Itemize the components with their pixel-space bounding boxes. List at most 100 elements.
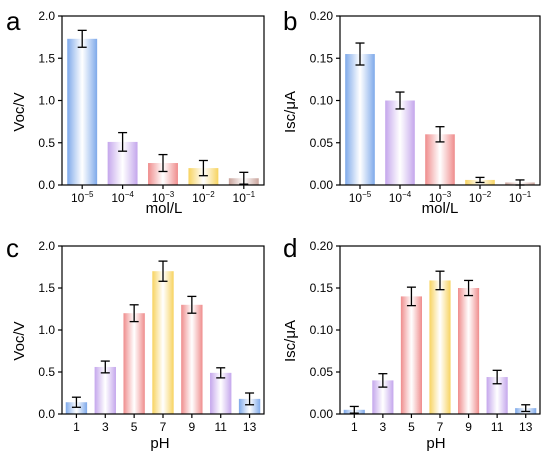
- panel-b-y-tick-label: 0.00: [310, 178, 334, 192]
- panel-c-x-tick-label: 9: [189, 420, 196, 434]
- panel-d-error-bar-4: [435, 270, 445, 291]
- panel-d: d Isc/μA pH 0.000.050.100.150.201 3 5 7 9 11 1…: [282, 233, 541, 452]
- panel-b-error-bar-4: [475, 176, 485, 184]
- panel-a-bar-4: [188, 168, 219, 185]
- panel-c-error-bar-3: [129, 304, 139, 323]
- panel-b-x-tick-label: 10−1: [509, 190, 532, 205]
- panel-a-error-bar-5: [239, 171, 249, 185]
- panel-b-bar-3: [425, 134, 455, 185]
- panel-c-bar-1: [65, 402, 88, 414]
- panel-c-bar-4: [152, 271, 174, 414]
- panel-c-x-tick-label: 1: [73, 420, 80, 434]
- panel-a-x-axis-label: mol/L: [146, 200, 183, 217]
- panel-c-error-bar-7: [245, 392, 255, 406]
- panel-b-error-bar-1: [355, 42, 365, 66]
- panel-d-x-tick-label: 5: [408, 420, 415, 434]
- panel-b-y-axis-label: Isc/μA: [282, 91, 299, 133]
- panel-a-error-bar-4: [198, 159, 208, 177]
- panel-d-plot: 0.000.050.100.150.201 3 5 7 9 11 13: [310, 239, 541, 434]
- panel-d-y-tick-label: 0.15: [310, 281, 334, 295]
- panel-c-x-tick-label: 5: [131, 420, 138, 434]
- panel-d-x-tick-label: 9: [465, 420, 472, 434]
- panel-c-bar-3: [123, 313, 145, 414]
- panel-b-x-tick-label: 10−5: [349, 190, 372, 205]
- panel-c-y-tick-label: 0.0: [38, 407, 55, 421]
- panel-c: c Voc/V pH 0.00.51.01.52.01 3 5 7 9 11 13: [6, 233, 265, 452]
- panel-d-x-tick-label: 3: [380, 420, 387, 434]
- panel-a-error-bar-2: [118, 131, 128, 152]
- panel-b-plot: 0.00 0.05 0.10 0.15 0.20 10−5 10−4 10−3 10−2 10−1: [310, 9, 541, 205]
- panel-b-y-tick-label: 0.10: [310, 94, 334, 108]
- panel-d-x-tick-label: 1: [351, 420, 358, 434]
- panel-a-plot: 0.0 0.5 1.0 1.5 2.0 10−5 10−4 10−3 10−2 10−1: [38, 9, 265, 205]
- panel-a-x-tick-label: 10−4: [111, 190, 134, 205]
- panel-d-y-axis-label: Isc/μA: [282, 320, 299, 362]
- panel-a-x-tick-label: 10−2: [192, 190, 215, 205]
- panel-a-x-tick-label: 10−5: [71, 190, 94, 205]
- panel-a: a Voc/V mol/L 0.0 0.5 1.0 1.5 2.0 10−5 10−4 10−…: [6, 6, 265, 217]
- panel-a-x-tick-label: 10−1: [233, 190, 256, 205]
- panel-d-bar-3: [400, 296, 422, 414]
- panel-c-y-tick-label: 1.5: [38, 281, 55, 295]
- panel-b-x-tick-label: 10−2: [469, 190, 492, 205]
- panel-c-x-axis-label: pH: [150, 435, 169, 452]
- panel-a-error-bar-1: [77, 29, 87, 48]
- panel-b: b Isc/μA mol/L 0.00 0.05 0.10 0.15 0.20 10−5 1…: [282, 6, 541, 217]
- panel-letter-b: b: [283, 6, 297, 36]
- panel-c-bar-2: [94, 366, 116, 414]
- panel-c-error-bar-2: [100, 360, 110, 374]
- panel-c-x-tick-label: 7: [160, 420, 167, 434]
- panel-c-bar-6: [210, 372, 232, 414]
- panel-b-x-tick-label: 10−3: [429, 190, 452, 205]
- panel-d-error-bar-2: [378, 373, 388, 388]
- panel-d-y-tick-label: 0.20: [310, 239, 334, 253]
- panel-d-error-bar-3: [406, 286, 416, 307]
- panel-b-x-tick-label: 10−4: [389, 190, 412, 205]
- panel-a-y-tick-label: 0.0: [38, 178, 55, 192]
- panel-d-x-tick-label: 13: [519, 420, 533, 434]
- panel-d-error-bar-6: [492, 369, 502, 385]
- panel-a-y-tick-label: 1.5: [38, 51, 55, 65]
- panel-c-y-tick-label: 0.5: [38, 365, 55, 379]
- panel-a-y-tick-label: 2.0: [38, 9, 55, 23]
- panel-a-x-tick-label: 10−3: [152, 190, 175, 205]
- panel-c-error-bar-5: [187, 295, 197, 314]
- panel-b-y-tick-label: 0.20: [310, 9, 334, 23]
- panel-b-y-tick-label: 0.15: [310, 51, 334, 65]
- panel-letter-a: a: [6, 6, 21, 36]
- panel-d-bar-6: [486, 377, 508, 414]
- panel-d-y-tick-label: 0.05: [310, 365, 334, 379]
- panel-b-bar-2: [385, 100, 415, 185]
- panel-d-bar-4: [429, 280, 451, 414]
- panel-b-y-tick-label: 0.05: [310, 136, 334, 150]
- panel-d-error-bar-1: [349, 405, 359, 414]
- panel-c-y-tick-label: 1.0: [38, 323, 55, 337]
- panel-d-x-axis-label: pH: [426, 435, 445, 452]
- panel-c-bar-5: [181, 304, 203, 414]
- panel-letter-c: c: [6, 233, 19, 263]
- panel-d-bar-2: [372, 380, 394, 414]
- panel-b-x-axis-label: mol/L: [422, 200, 459, 217]
- panel-c-y-axis-label: Voc/V: [11, 321, 28, 360]
- panel-letter-d: d: [283, 233, 297, 263]
- panel-b-bar-1: [345, 54, 375, 185]
- panel-a-y-tick-label: 0.5: [38, 136, 55, 150]
- panel-a-error-bar-3: [158, 153, 168, 173]
- panel-b-error-bar-2: [395, 91, 405, 110]
- panel-d-y-tick-label: 0.10: [310, 323, 334, 337]
- panel-c-x-tick-label: 3: [102, 420, 109, 434]
- panel-a-bar-3: [148, 163, 178, 185]
- panel-c-bar-7: [238, 398, 261, 414]
- panel-d-x-tick-label: 11: [491, 420, 504, 434]
- panel-c-error-bar-6: [216, 367, 226, 379]
- panel-a-bar-1: [67, 38, 98, 186]
- panel-a-y-axis-label: Voc/V: [11, 92, 28, 131]
- panel-d-x-tick-label: 7: [437, 420, 444, 434]
- panel-d-error-bar-5: [464, 279, 474, 297]
- panel-c-error-bar-1: [71, 396, 81, 408]
- panel-c-error-bar-4: [158, 260, 168, 282]
- panel-d-bar-5: [458, 288, 480, 414]
- panel-c-x-tick-label: 13: [243, 420, 257, 434]
- panel-a-y-tick-label: 1.0: [38, 94, 55, 108]
